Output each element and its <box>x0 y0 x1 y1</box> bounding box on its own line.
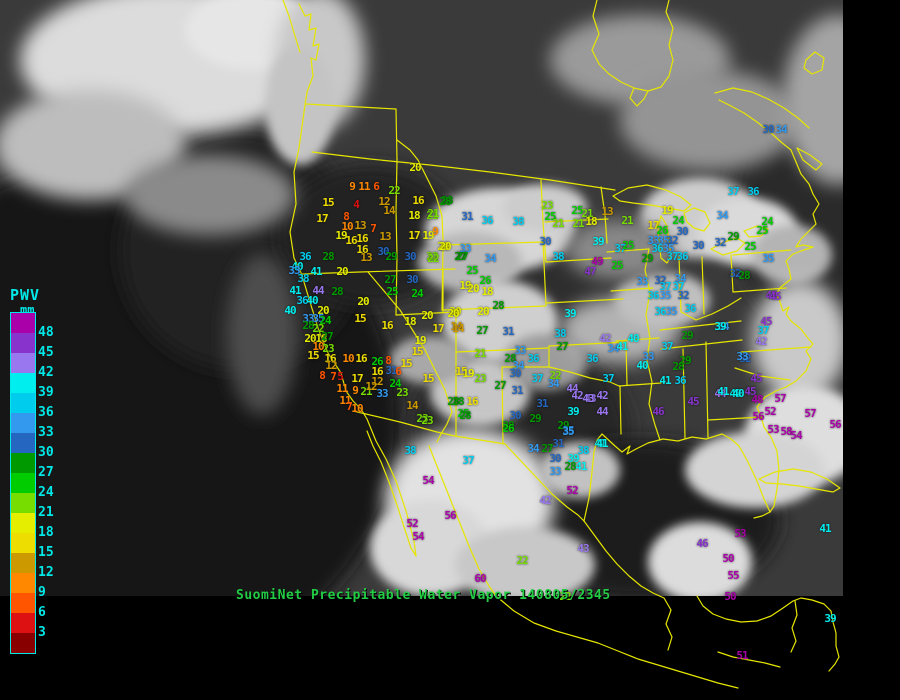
legend-tick-label: 45 <box>38 344 54 360</box>
legend-colorbar <box>10 312 36 654</box>
legend-color-cell <box>11 573 35 593</box>
legend-color-cell <box>11 333 35 353</box>
legend-tick-label: 12 <box>38 564 54 580</box>
legend-tick-label: 15 <box>38 544 54 560</box>
legend-tick-label: 21 <box>38 504 54 520</box>
legend-title: PWV <box>10 286 41 304</box>
legend-tick-label: 9 <box>38 584 46 600</box>
legend-tick-label: 48 <box>38 324 54 340</box>
legend-tick-label: 6 <box>38 604 46 620</box>
legend-color-cell <box>11 493 35 513</box>
map-caption: SuomiNet Precipitable Water Vapor 140805… <box>236 588 611 603</box>
satellite-clouds <box>0 0 843 596</box>
legend-tick-label: 42 <box>38 364 54 380</box>
scene-edge-bottom <box>0 596 843 700</box>
legend-color-cell <box>11 613 35 633</box>
legend-tick-label: 18 <box>38 524 54 540</box>
legend-color-cell <box>11 633 35 653</box>
legend-color-cell <box>11 393 35 413</box>
legend-color-cell <box>11 433 35 453</box>
legend-color-cell <box>11 473 35 493</box>
legend-tick-label: 24 <box>38 484 54 500</box>
legend-tick-label: 36 <box>38 404 54 420</box>
legend-color-cell <box>11 533 35 553</box>
legend-tick-label: 3 <box>38 624 46 640</box>
legend-color-cell <box>11 413 35 433</box>
political-borders <box>282 0 841 689</box>
legend-color-cell <box>11 373 35 393</box>
legend-color-cell <box>11 453 35 473</box>
legend-color-cell <box>11 553 35 573</box>
pwv-legend: PWV mm 48 45 42 39 36 33 30 27 24 21 18 15 12 9 6 3 <box>6 286 66 654</box>
legend-color-cell <box>11 313 35 333</box>
legend-tick-label: 33 <box>38 424 54 440</box>
legend-color-cell <box>11 353 35 373</box>
legend-tick-label: 30 <box>38 444 54 460</box>
legend-tick-label: 27 <box>38 464 54 480</box>
legend-tick-label: 39 <box>38 384 54 400</box>
scene-edge-right <box>843 0 900 700</box>
legend-color-cell <box>11 593 35 613</box>
legend-color-cell <box>11 513 35 533</box>
